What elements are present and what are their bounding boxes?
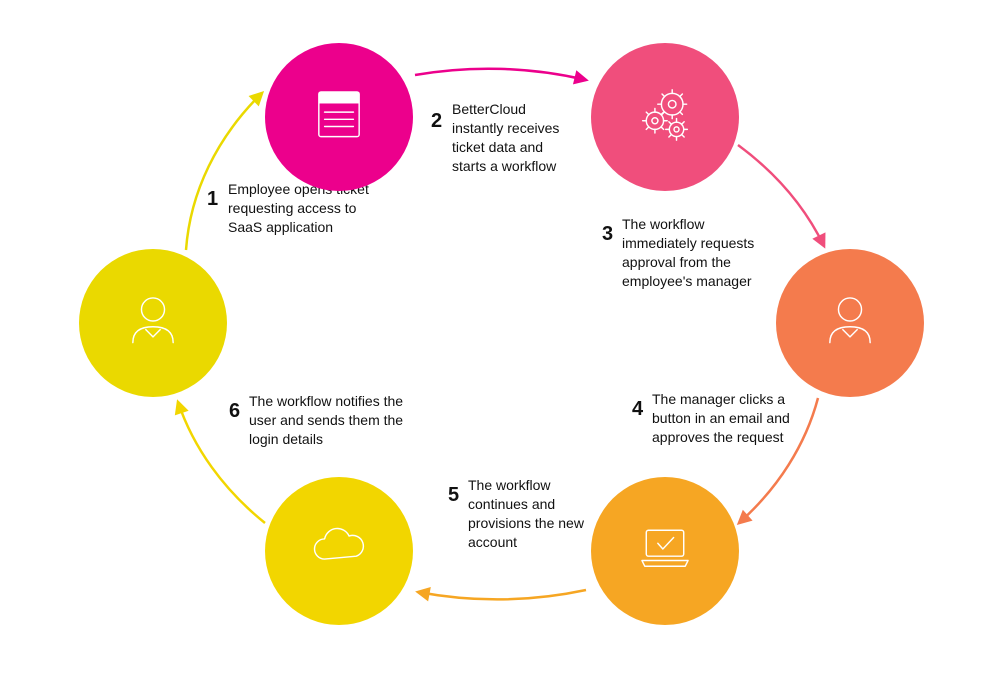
cloud-icon bbox=[303, 513, 375, 590]
step-label-4: The manager clicks a button in an email … bbox=[652, 390, 792, 447]
node-2 bbox=[265, 43, 413, 191]
node-5 bbox=[591, 477, 739, 625]
step-number-4: 4 bbox=[632, 398, 643, 421]
node-3 bbox=[591, 43, 739, 191]
node-6 bbox=[265, 477, 413, 625]
node-1 bbox=[79, 249, 227, 397]
step-label-5: The workflow continues and provisions th… bbox=[468, 476, 598, 552]
step-number-2: 2 bbox=[431, 110, 442, 133]
node-4 bbox=[776, 249, 924, 397]
step-label-2: BetterCloud instantly receives ticket da… bbox=[452, 100, 572, 176]
step-number-5: 5 bbox=[448, 484, 459, 507]
arc-5-to-6 bbox=[418, 590, 586, 599]
gears-icon bbox=[629, 79, 701, 156]
document-icon bbox=[303, 79, 375, 156]
laptop-icon bbox=[629, 513, 701, 590]
step-label-3: The workflow immediately requests approv… bbox=[622, 215, 757, 291]
step-number-3: 3 bbox=[602, 223, 613, 246]
person-icon bbox=[814, 285, 886, 362]
step-number-1: 1 bbox=[207, 188, 218, 211]
step-number-6: 6 bbox=[229, 400, 240, 423]
person-icon bbox=[117, 285, 189, 362]
arc-2-to-3 bbox=[415, 69, 586, 80]
step-label-6: The workflow notifies the user and sends… bbox=[249, 392, 404, 449]
